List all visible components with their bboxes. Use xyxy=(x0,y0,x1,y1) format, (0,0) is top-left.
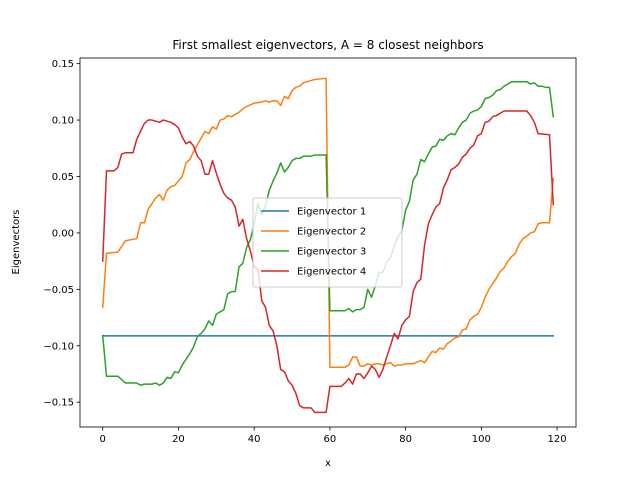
y-tick-label: 0.10 xyxy=(52,116,74,127)
y-tick-label: −0.10 xyxy=(43,341,74,352)
y-tick-label: 0.00 xyxy=(52,228,74,239)
x-tick-label: 100 xyxy=(472,434,491,445)
y-tick-label: −0.05 xyxy=(43,285,74,296)
series-layer xyxy=(101,77,555,414)
x-tick-label: 40 xyxy=(248,434,261,445)
y-tick-label: 0.15 xyxy=(52,59,74,70)
legend-label-3: Eigenvector 3 xyxy=(297,247,366,258)
legend-label-2: Eigenvector 2 xyxy=(297,227,366,238)
legend-box xyxy=(252,197,403,288)
x-tick-label: 0 xyxy=(100,434,106,445)
series-line-2 xyxy=(101,77,555,368)
chart-title: First smallest eigenvectors, A = 8 close… xyxy=(172,38,483,52)
legend-label-4: Eigenvector 4 xyxy=(297,267,366,278)
x-tick-label: 60 xyxy=(324,434,337,445)
y-axis-label: Eigenvectors xyxy=(11,210,22,275)
legend-label-1: Eigenvector 1 xyxy=(297,207,366,218)
y-axis: −0.15 −0.10 −0.05 0.00 0.05 0.10 0.15 xyxy=(43,59,80,409)
series-line-4 xyxy=(101,110,555,414)
x-tick-label: 120 xyxy=(548,434,567,445)
x-axis-label: x xyxy=(325,458,331,469)
legend: Eigenvector 1 Eigenvector 2 Eigenvector 3 E… xyxy=(252,197,403,288)
x-tick-label: 20 xyxy=(172,434,185,445)
series-line-3 xyxy=(101,80,555,386)
y-tick-label: 0.05 xyxy=(52,172,74,183)
plot-area-frame xyxy=(79,57,577,428)
x-axis: 0 20 40 60 80 100 120 xyxy=(100,427,567,445)
x-tick-label: 80 xyxy=(399,434,412,445)
y-tick-label: −0.15 xyxy=(43,398,74,409)
